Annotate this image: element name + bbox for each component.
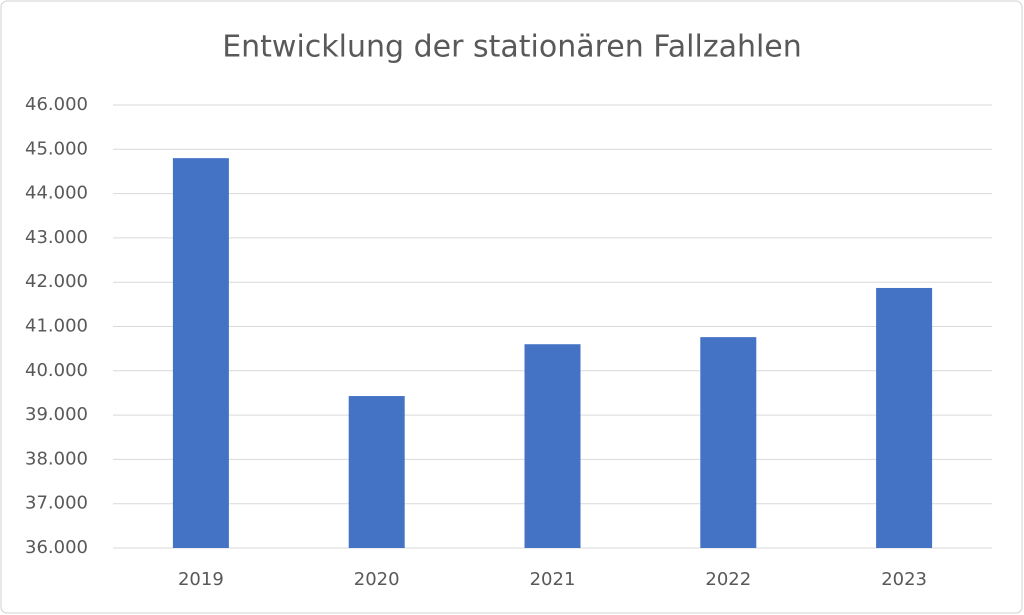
chart-title: Entwicklung der stationären Fallzahlen bbox=[222, 30, 802, 65]
y-tick-label: 44.000 bbox=[25, 183, 88, 204]
bar bbox=[524, 344, 581, 548]
y-tick-label: 38.000 bbox=[25, 448, 88, 469]
y-tick-label: 41.000 bbox=[25, 316, 88, 337]
bar bbox=[876, 287, 933, 548]
y-tick-label: 42.000 bbox=[25, 271, 88, 292]
x-tick-label: 2022 bbox=[705, 569, 751, 590]
y-tick-label: 37.000 bbox=[25, 493, 88, 514]
bar bbox=[348, 396, 405, 548]
y-tick-label: 40.000 bbox=[25, 360, 88, 381]
x-tick-label: 2023 bbox=[881, 569, 927, 590]
y-tick-label: 43.000 bbox=[25, 227, 88, 248]
y-tick-label: 46.000 bbox=[25, 94, 88, 115]
y-tick-label: 39.000 bbox=[25, 404, 88, 425]
x-tick-label: 2021 bbox=[530, 569, 576, 590]
bar bbox=[700, 337, 757, 548]
bar bbox=[172, 158, 229, 548]
x-tick-label: 2019 bbox=[178, 569, 224, 590]
y-tick-label: 36.000 bbox=[25, 537, 88, 558]
y-tick-label: 45.000 bbox=[25, 138, 88, 159]
x-tick-label: 2020 bbox=[354, 569, 400, 590]
